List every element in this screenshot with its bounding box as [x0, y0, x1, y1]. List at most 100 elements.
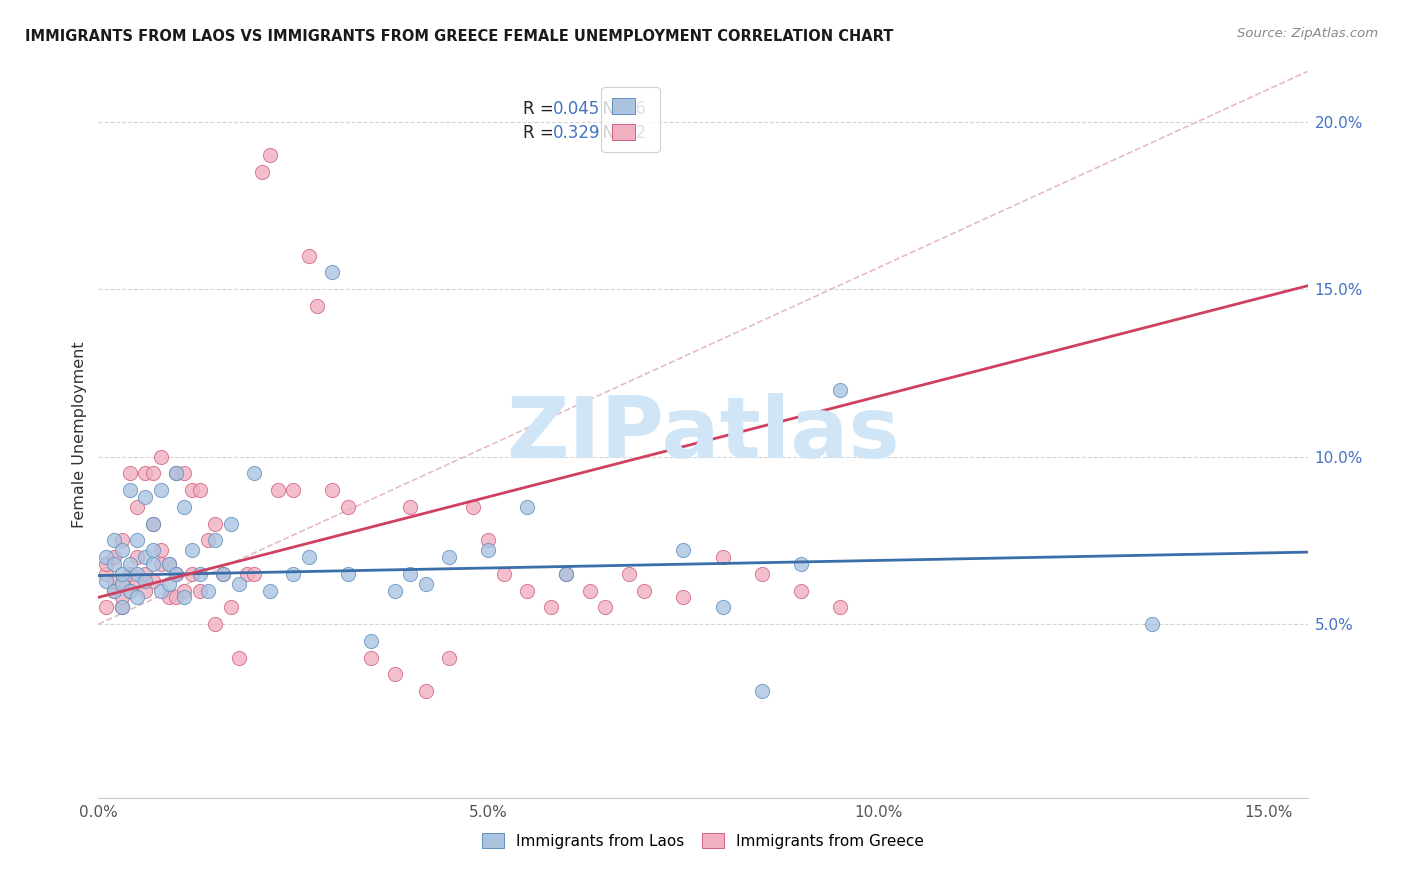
- Point: [111, 577, 134, 591]
- Point: [134, 583, 156, 598]
- Point: [828, 600, 851, 615]
- Point: [828, 383, 851, 397]
- Point: [188, 583, 211, 598]
- Point: [173, 583, 195, 598]
- Point: [259, 583, 281, 598]
- Point: [96, 574, 118, 588]
- Point: [134, 574, 156, 588]
- Point: [204, 516, 226, 531]
- Point: [118, 583, 141, 598]
- Point: [173, 591, 195, 605]
- Point: [711, 550, 734, 565]
- Point: [142, 574, 165, 588]
- Point: [540, 600, 562, 615]
- Point: [142, 543, 165, 558]
- Point: [337, 566, 360, 581]
- Point: [1140, 617, 1163, 632]
- Point: [96, 550, 118, 565]
- Point: [439, 650, 461, 665]
- Text: IMMIGRANTS FROM LAOS VS IMMIGRANTS FROM GREECE FEMALE UNEMPLOYMENT CORRELATION C: IMMIGRANTS FROM LAOS VS IMMIGRANTS FROM …: [25, 29, 894, 44]
- Point: [118, 583, 141, 598]
- Point: [633, 583, 655, 598]
- Point: [134, 566, 156, 581]
- Point: [672, 543, 695, 558]
- Point: [298, 550, 321, 565]
- Point: [439, 550, 461, 565]
- Point: [204, 533, 226, 548]
- Point: [321, 483, 343, 497]
- Point: [461, 500, 484, 514]
- Point: [157, 557, 180, 571]
- Point: [337, 500, 360, 514]
- Point: [96, 557, 118, 571]
- Point: [165, 566, 187, 581]
- Point: [672, 591, 695, 605]
- Point: [228, 577, 250, 591]
- Point: [360, 650, 382, 665]
- Point: [111, 600, 134, 615]
- Point: [111, 566, 134, 581]
- Text: 0.045: 0.045: [553, 101, 600, 119]
- Point: [103, 583, 125, 598]
- Point: [103, 557, 125, 571]
- Point: [283, 483, 305, 497]
- Point: [181, 566, 204, 581]
- Point: [111, 533, 134, 548]
- Legend: Immigrants from Laos, Immigrants from Greece: Immigrants from Laos, Immigrants from Gr…: [477, 827, 929, 855]
- Point: [96, 566, 118, 581]
- Point: [111, 543, 134, 558]
- Point: [142, 516, 165, 531]
- Point: [243, 566, 266, 581]
- Point: [173, 500, 195, 514]
- Point: [142, 516, 165, 531]
- Point: [127, 533, 149, 548]
- Point: [165, 566, 187, 581]
- Point: [477, 543, 499, 558]
- Point: [127, 550, 149, 565]
- Point: [181, 543, 204, 558]
- Point: [149, 450, 172, 464]
- Point: [188, 483, 211, 497]
- Point: [118, 467, 141, 481]
- Point: [157, 577, 180, 591]
- Point: [384, 667, 406, 681]
- Point: [149, 543, 172, 558]
- Point: [157, 557, 180, 571]
- Point: [298, 249, 321, 263]
- Point: [321, 265, 343, 279]
- Point: [181, 483, 204, 497]
- Point: [243, 467, 266, 481]
- Point: [149, 483, 172, 497]
- Y-axis label: Female Unemployment: Female Unemployment: [72, 342, 87, 528]
- Point: [235, 566, 257, 581]
- Point: [165, 591, 187, 605]
- Point: [212, 566, 235, 581]
- Point: [212, 566, 235, 581]
- Point: [111, 591, 134, 605]
- Point: [399, 566, 422, 581]
- Point: [188, 566, 211, 581]
- Point: [103, 574, 125, 588]
- Point: [252, 165, 274, 179]
- Point: [142, 557, 165, 571]
- Text: ZIPatlas: ZIPatlas: [506, 393, 900, 476]
- Point: [228, 650, 250, 665]
- Text: Source: ZipAtlas.com: Source: ZipAtlas.com: [1237, 27, 1378, 40]
- Point: [789, 557, 811, 571]
- Text: 0.329: 0.329: [553, 124, 600, 143]
- Point: [360, 633, 382, 648]
- Point: [103, 533, 125, 548]
- Point: [494, 566, 516, 581]
- Point: [555, 566, 578, 581]
- Point: [415, 577, 437, 591]
- Point: [134, 467, 156, 481]
- Point: [516, 583, 538, 598]
- Point: [579, 583, 602, 598]
- Point: [142, 467, 165, 481]
- Point: [96, 600, 118, 615]
- Point: [305, 299, 328, 313]
- Text: 72: 72: [626, 124, 647, 143]
- Point: [197, 533, 219, 548]
- Point: [134, 550, 156, 565]
- Point: [149, 557, 172, 571]
